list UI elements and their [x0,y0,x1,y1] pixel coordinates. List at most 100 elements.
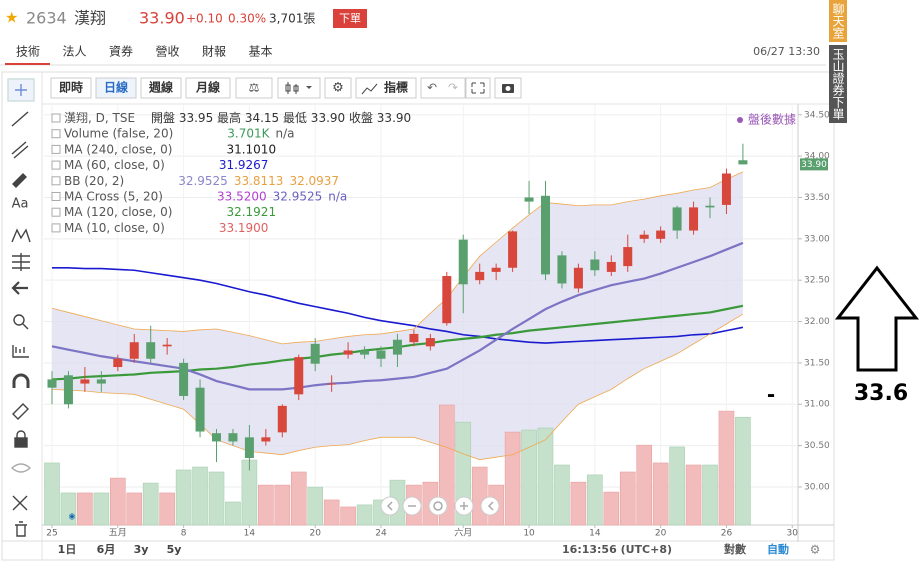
legend-toggle[interactable] [51,176,61,186]
trendline-tool[interactable] [11,111,29,127]
indicator-label[interactable]: 指標 [384,80,408,95]
candle-body [195,387,205,432]
candle-body [129,342,139,359]
period-button[interactable] [140,77,182,99]
compare-button[interactable] [235,77,273,99]
drawing-toolbar [7,78,35,537]
clock: 16:13:56 (UTC+8) [562,543,672,556]
tools-icon[interactable] [12,495,28,511]
zoom-tool[interactable] [13,314,25,326]
channel-tool[interactable] [11,141,29,159]
zoom-handle[interactable] [22,323,29,330]
settings-icon[interactable]: ⚙ [332,81,344,96]
pattern-tool[interactable] [11,228,31,243]
bottom-settings[interactable]: ⚙ [810,543,821,557]
settings-button[interactable] [324,77,352,99]
candle-body [63,375,73,405]
legend-toggle[interactable] [51,129,61,139]
fib-tool[interactable] [12,253,30,271]
period-label[interactable]: 即時 [59,80,83,95]
candle-body [392,339,402,355]
volume-bar [702,464,718,526]
lock-draw-tool[interactable] [12,403,29,420]
y-tick-label: 30.00 [804,482,830,492]
fullscreen-button[interactable] [465,77,491,99]
plot-area: 30.00 30.50 31.00 31.50 32.00 32.50 33.00 33.50… [44,104,830,539]
range-button[interactable]: 3y [134,543,149,556]
indicator-button[interactable] [355,77,417,99]
legend-value: 32.9525 [273,189,323,203]
redo-icon[interactable]: ↷ [448,81,458,95]
range-button[interactable]: 5y [167,543,182,556]
period-label[interactable]: 日線 [104,80,128,95]
tab[interactable]: 基本 [248,45,272,59]
period-label[interactable]: 月線 [195,80,220,95]
volume: 3,701張 [269,12,315,26]
volume-bar [274,484,291,526]
candle-body [639,234,649,239]
legend-row: BB (20, 2) 32.9525 33.8113 32.0937 [64,173,339,187]
chart-style-button[interactable] [277,77,321,99]
tab[interactable]: 營收 [155,45,179,59]
compare-icon[interactable]: ⚖ [249,81,260,95]
trash-tool[interactable] [15,521,27,537]
stock-code: 2634 [26,9,67,28]
candle-icon[interactable] [285,82,299,94]
candle-body [146,342,156,359]
legend-value: 33.1900 [219,220,269,234]
legend-toggle[interactable] [51,192,61,201]
candle-body [458,239,468,285]
period-label[interactable]: 週線 [148,80,173,95]
dropdown-arrow[interactable] [306,86,312,89]
legend-toggle[interactable] [51,207,61,217]
lock-shackle[interactable] [16,430,26,438]
nav-left[interactable] [380,496,400,516]
favorite-star[interactable]: ★ [5,9,18,27]
magnet-tool[interactable] [12,373,30,388]
visibility-tool[interactable] [10,463,32,473]
range-button[interactable]: 6月 [97,543,116,556]
undo-redo[interactable] [420,77,466,99]
order-button[interactable] [333,9,367,28]
lock-tool[interactable] [14,437,28,448]
chat-button[interactable]: 聊天室 [829,0,847,42]
scale-button[interactable]: 自動 [767,542,789,556]
measure-tool[interactable] [12,345,29,358]
annotation-mark: - [767,383,775,407]
indicator-line [51,171,744,345]
candle-body [623,247,633,267]
period-button[interactable] [95,77,137,99]
undo-icon[interactable]: ↶ [427,81,437,95]
nav-reset[interactable] [428,496,448,516]
camera-lens[interactable] [505,86,511,91]
crosshair-tool[interactable] [15,84,27,96]
legend-toggle[interactable] [51,144,61,154]
price: 33.90 [139,9,185,28]
arrow-tool[interactable] [11,281,28,295]
period-button[interactable] [50,77,92,99]
range-button[interactable]: 1日 [58,543,77,556]
legend-toggle[interactable] [51,113,61,123]
broker-order-button[interactable]: 玉山證券下單 [829,45,847,123]
tab[interactable]: 資券 [109,44,133,59]
tabs: 技術 法人 資券 營收 財報 基本 [16,44,273,59]
text-tool[interactable]: Aa [12,197,29,212]
candle-body [360,350,370,355]
candle-body [475,271,485,281]
after-hours[interactable]: 盤後數據 [748,113,796,127]
period-button[interactable] [185,77,231,99]
fullscreen-icon[interactable] [471,82,485,94]
legend-toggle[interactable] [51,160,61,170]
tab[interactable]: 財報 [202,44,226,59]
volume-bar [323,499,340,526]
legend-toggle[interactable] [51,223,61,233]
brush-tool[interactable] [12,173,27,188]
order-button-label[interactable]: 下單 [339,12,361,25]
indicator-icon[interactable] [361,83,378,95]
legend-row: 漢翔, D, TSE 開盤 33.95 最高 34.15 最低 33.90 收盤 … [64,110,411,125]
tab[interactable]: 法人 [62,45,86,59]
scale-button[interactable]: 對數 [724,542,747,556]
y-tick-label: 33.50 [804,193,830,203]
volume-bar [110,477,126,526]
tab[interactable]: 技術 [16,45,40,59]
